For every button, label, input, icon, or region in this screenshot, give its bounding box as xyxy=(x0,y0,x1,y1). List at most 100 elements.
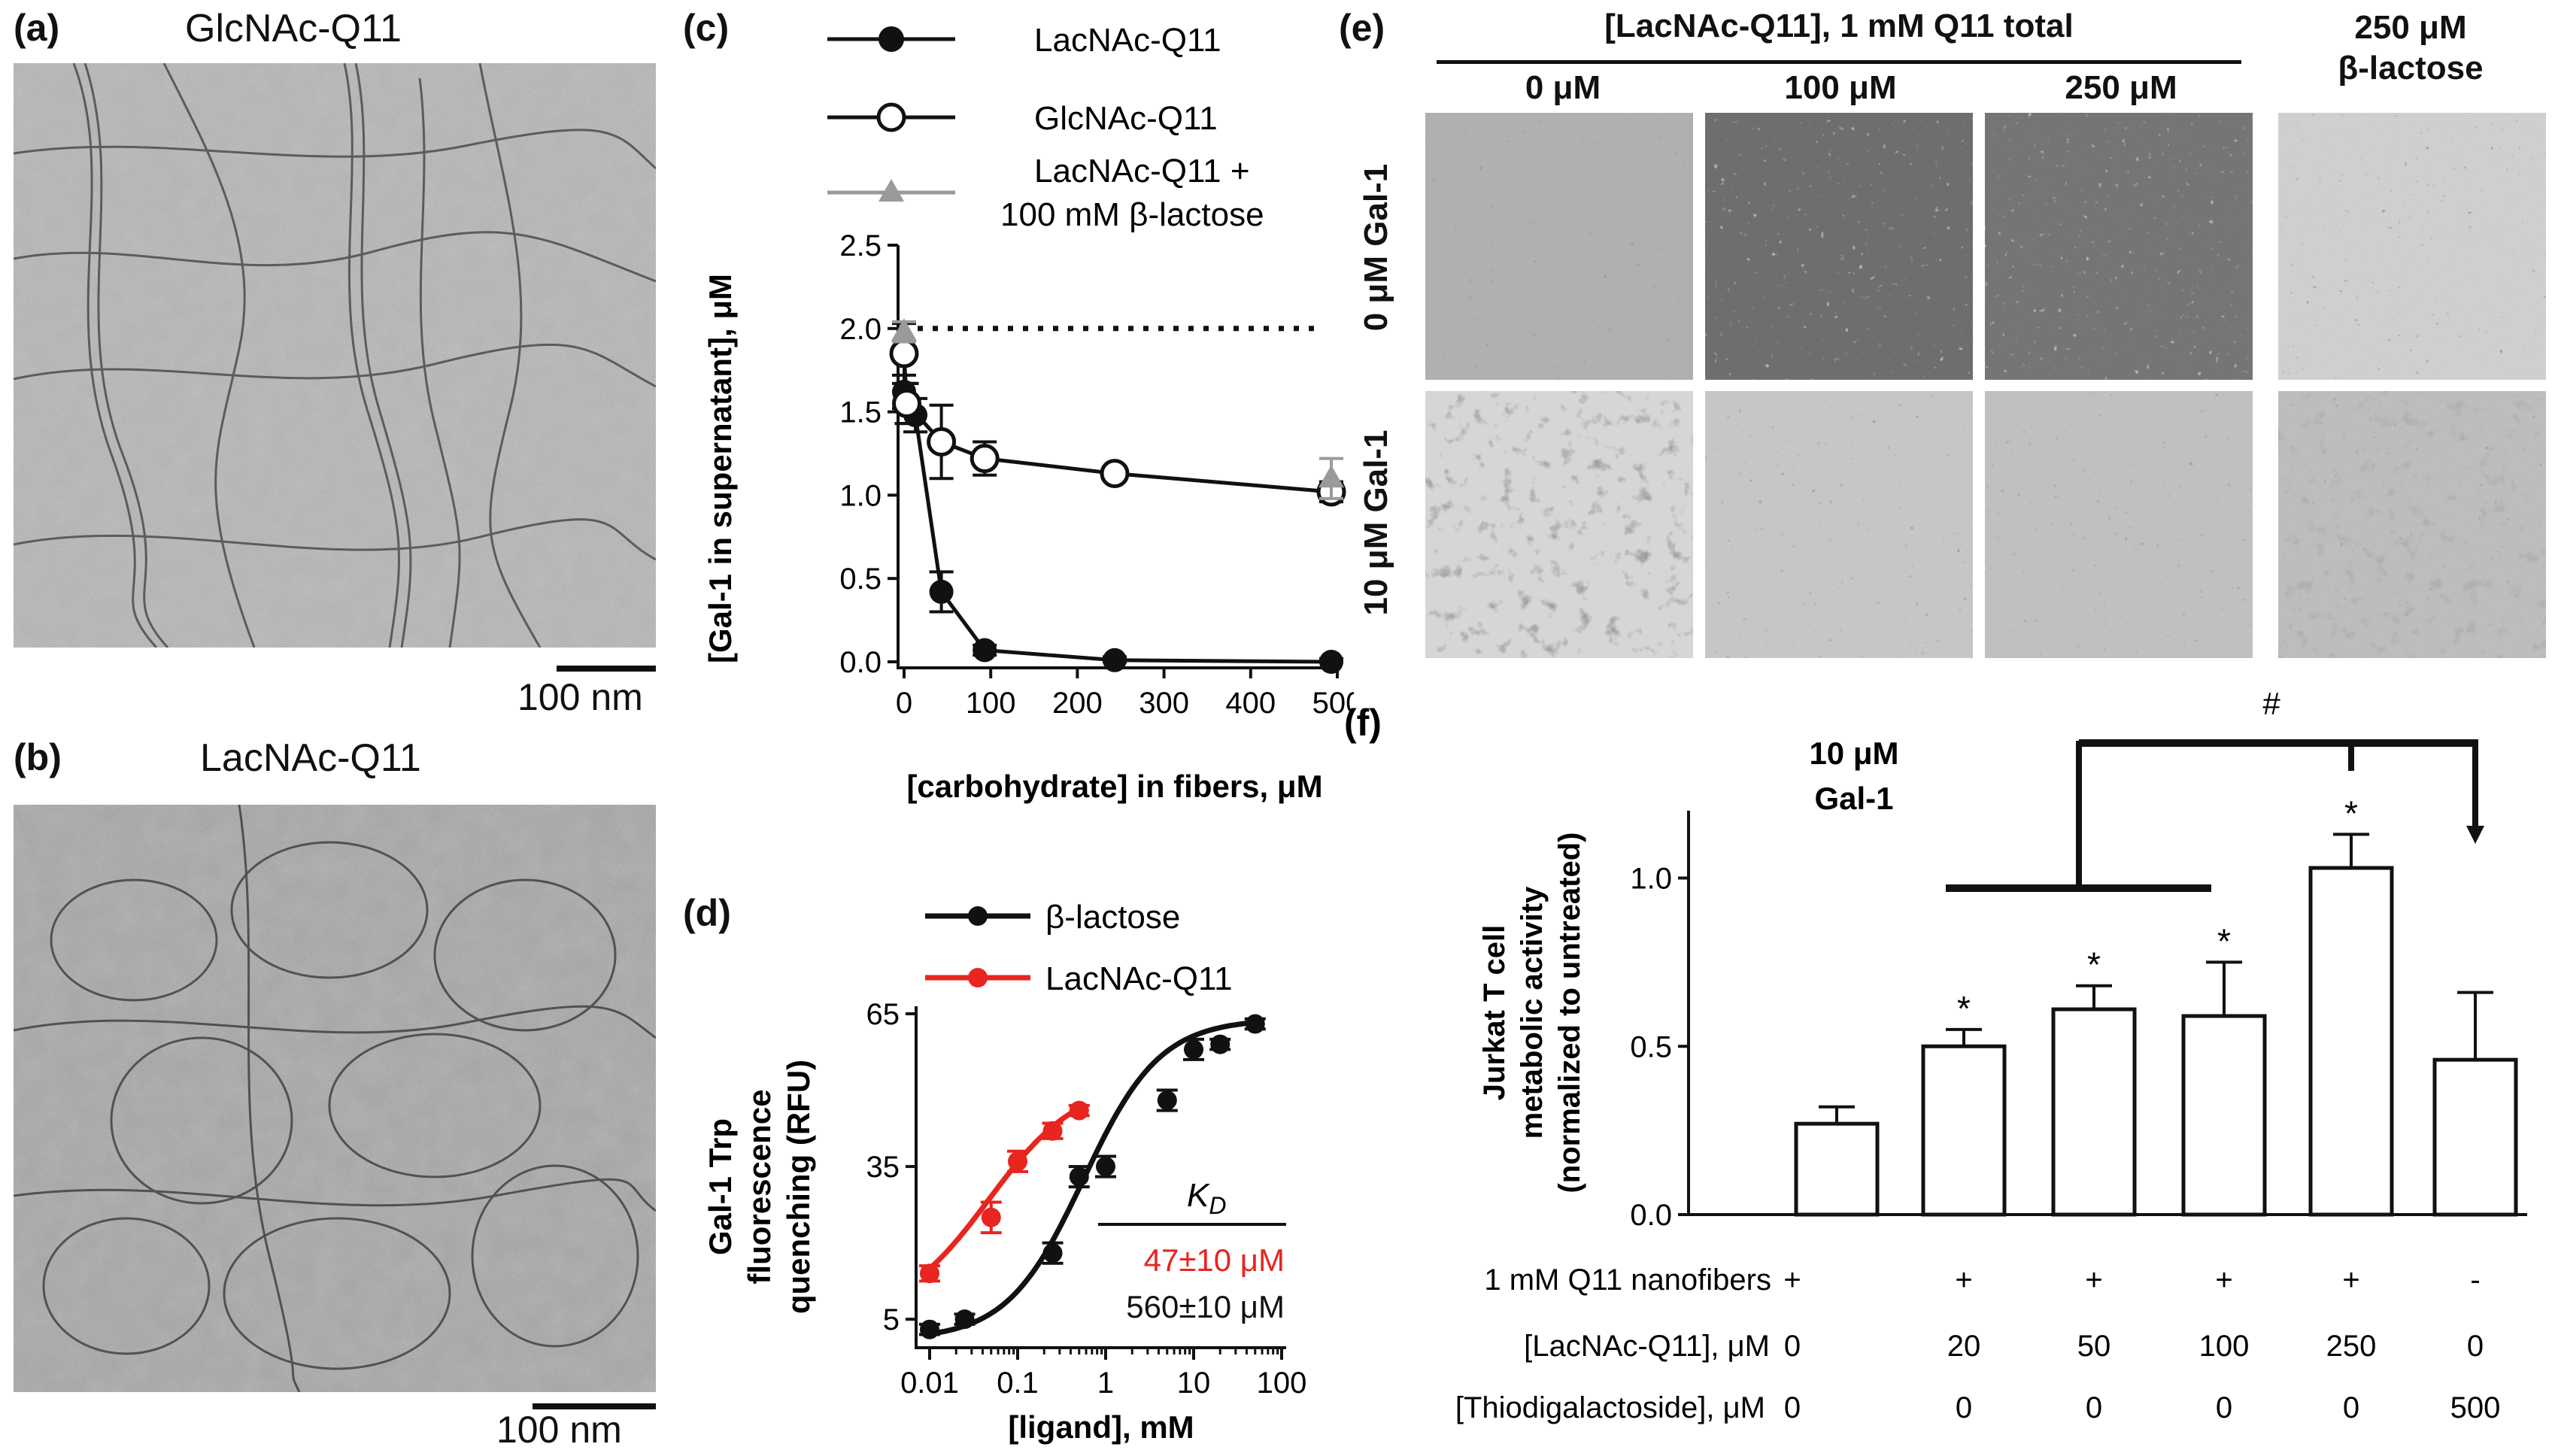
d-y-tick-label: 5 xyxy=(883,1303,900,1336)
d-y-axis-label-0: Gal-1 Trp xyxy=(702,1118,738,1255)
c-y-axis-label: [Gal-1 in supernatant], μM xyxy=(702,274,738,663)
f-bar xyxy=(2432,1057,2518,1217)
f-table-cell: + xyxy=(1783,1263,1801,1297)
c-y-tick-label: 2.0 xyxy=(839,313,882,346)
c-y-tick-label: 1.0 xyxy=(839,479,882,512)
d-point-lactose xyxy=(1069,1166,1089,1187)
c-point-glcnac xyxy=(889,338,919,369)
d-kd-subscript: D xyxy=(1209,1192,1226,1219)
panel-e-col-1: 100 μM xyxy=(1784,69,1897,106)
scale-bar-b xyxy=(533,1403,656,1409)
c-x-tick-label: 400 xyxy=(1225,687,1276,720)
d-fit-curve-lactose xyxy=(929,1020,1256,1337)
f-title-line-2: Gal-1 xyxy=(1814,781,1893,816)
tem-image-glcnac xyxy=(14,63,656,648)
f-table-cell: 0 xyxy=(2086,1391,2102,1424)
panel-e-col-3: 250 μM β-lactose xyxy=(2279,8,2542,89)
c-point-lactose xyxy=(891,318,917,341)
panel-b-letter: (b) xyxy=(14,736,62,778)
d-point-lactose xyxy=(1184,1039,1203,1060)
f-table-cell: 20 xyxy=(1947,1330,1981,1363)
f-title-line-1: 10 μM xyxy=(1809,736,1898,771)
c-point-glcnac xyxy=(970,444,1000,474)
micrograph-r0c2 xyxy=(1985,113,2253,380)
f-table-cell: 100 xyxy=(2199,1330,2250,1363)
f-table-cell: + xyxy=(2215,1263,2232,1297)
d-point-lactose xyxy=(1096,1157,1115,1177)
f-significance-star: * xyxy=(2087,945,2101,984)
c-legend-label-lacnac: LacNAc-Q11 xyxy=(1034,22,1221,59)
panel-d-letter: (d) xyxy=(683,892,731,934)
d-x-tick-label: 0.01 xyxy=(900,1367,959,1400)
d-x-tick-label: 1 xyxy=(1097,1367,1114,1400)
c-point-lacnac xyxy=(1319,650,1343,674)
d-x-tick-label: 0.1 xyxy=(997,1367,1039,1400)
d-point-lactose xyxy=(1042,1243,1063,1263)
f-bar xyxy=(2308,866,2394,1217)
d-y-tick-label: 65 xyxy=(866,998,900,1031)
c-legend-label-lactose-2: 100 mM β-lactose xyxy=(1000,196,1264,233)
scale-label-b: 100 nm xyxy=(496,1409,622,1451)
panel-e-header-rule xyxy=(1437,60,2241,64)
f-table-cell: 50 xyxy=(2077,1330,2111,1363)
scale-bar-a xyxy=(557,666,656,672)
micrograph-r0c3 xyxy=(2278,113,2546,380)
c-point-lacnac xyxy=(973,638,997,663)
d-kd-value-lactose: 560±10 μM xyxy=(1126,1289,1285,1324)
micrograph-r1c3 xyxy=(2278,391,2546,658)
f-y-axis-label-1: metabolic activity xyxy=(1516,886,1549,1139)
d-x-tick-label: 100 xyxy=(1257,1367,1307,1400)
panel-a-title: GlcNAc-Q11 xyxy=(185,7,402,50)
d-point-lactose xyxy=(1245,1014,1265,1034)
f-bar xyxy=(2051,1007,2137,1217)
f-significance-star: * xyxy=(2217,921,2231,960)
d-point-lactose xyxy=(1157,1090,1177,1111)
panel-e-group-header: [LacNAc-Q11], 1 mM Q11 total xyxy=(1604,8,2074,44)
c-x-tick-label: 500 xyxy=(1312,687,1354,720)
d-legend-label-lactose: β-lactose xyxy=(1045,899,1180,936)
c-legend-marker-glcnac xyxy=(876,102,906,132)
c-legend-marker-lactose xyxy=(878,179,904,202)
c-x-tick-label: 300 xyxy=(1139,687,1189,720)
d-y-axis-label-1: fluorescence xyxy=(742,1089,777,1284)
f-table-cell: 0 xyxy=(1784,1330,1801,1363)
c-point-glcnac xyxy=(892,389,922,419)
micrograph-grid xyxy=(1425,113,2546,658)
c-y-tick-label: 0.0 xyxy=(839,646,882,679)
micrograph-r1c2 xyxy=(1985,391,2253,658)
f-hash-label: # xyxy=(2262,686,2280,721)
f-table-cell: + xyxy=(1955,1263,1972,1297)
c-legend-label-glcnac: GlcNAc-Q11 xyxy=(1034,100,1218,137)
f-table-cell: 0 xyxy=(2343,1391,2359,1424)
f-table-cell: + xyxy=(2085,1263,2102,1297)
f-table-cell: 0 xyxy=(2467,1330,2484,1363)
f-table-cell: 0 xyxy=(1956,1391,1972,1424)
c-point-lacnac xyxy=(929,579,954,604)
micrograph-r0c1 xyxy=(1705,113,1973,380)
d-legend-marker-lacnac xyxy=(968,968,988,987)
f-table-cell: 0 xyxy=(1784,1391,1801,1424)
panel-f-letter: (f) xyxy=(1344,702,1382,744)
f-significance-star: * xyxy=(2344,793,2358,833)
d-x-tick-label: 10 xyxy=(1177,1367,1211,1400)
f-significance-star: * xyxy=(1957,989,1971,1028)
d-point-lacnac xyxy=(920,1263,939,1284)
f-bar xyxy=(2181,1014,2267,1217)
d-legend-marker-lactose xyxy=(968,906,988,926)
c-point-lacnac xyxy=(1103,648,1127,672)
d-x-axis-label: [ligand], mM xyxy=(1008,1409,1194,1445)
micrograph-r1c0 xyxy=(1425,391,1693,658)
c-series-line-0 xyxy=(902,391,1332,664)
f-table-row-label: [LacNAc-Q11], μM xyxy=(1524,1330,1770,1363)
c-x-tick-label: 100 xyxy=(966,687,1016,720)
panel-e-row-0: 0 μM Gal-1 xyxy=(1346,114,1406,381)
scale-label-a: 100 nm xyxy=(517,676,643,718)
panel-e-row-1: 10 μM Gal-1 xyxy=(1346,390,1406,657)
f-table-cell: 0 xyxy=(2216,1391,2232,1424)
panel-a-letter: (a) xyxy=(14,7,60,49)
chart-d: 5 35 65 0.01 0.1 1 10 100 [ligand], mM Gal-1 Trp f… xyxy=(702,899,1307,1445)
micrograph-r1c1 xyxy=(1705,391,1973,658)
f-bar xyxy=(1794,1121,1880,1217)
f-table-cell: 500 xyxy=(2450,1391,2501,1424)
panel-e-col-0: 0 μM xyxy=(1525,69,1601,106)
